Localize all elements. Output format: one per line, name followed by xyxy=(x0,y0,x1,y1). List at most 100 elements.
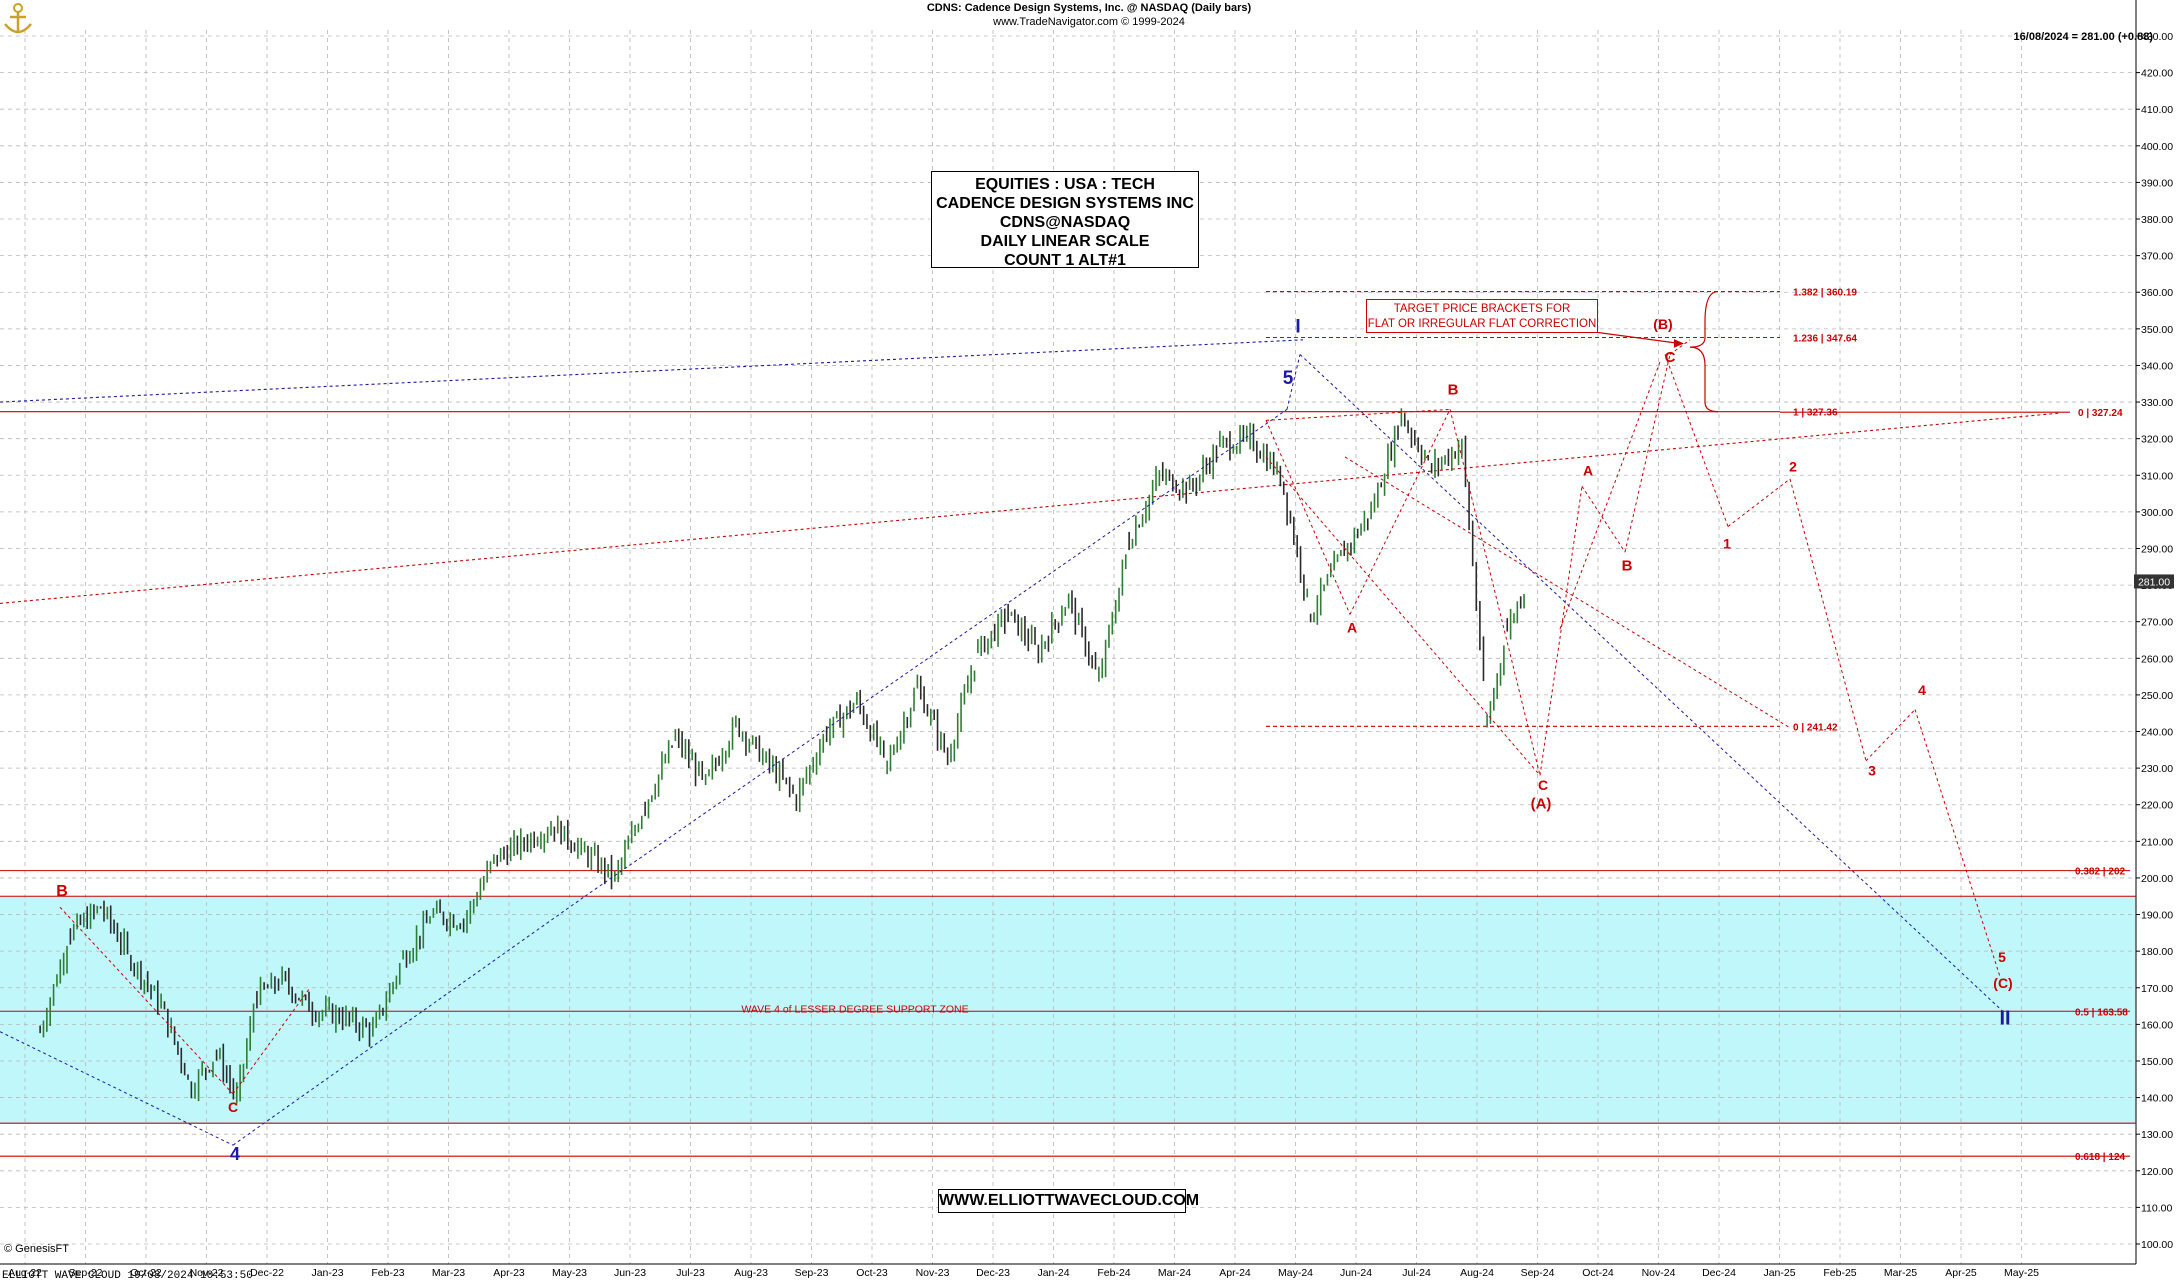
y-tick-label: 200.00 xyxy=(2141,873,2173,885)
x-tick-label: May-23 xyxy=(552,1267,587,1279)
info-box-line: COUNT 1 ALT#1 xyxy=(1004,252,1126,269)
y-tick-label: 360.00 xyxy=(2141,287,2173,299)
y-tick-label: 240.00 xyxy=(2141,727,2173,739)
x-tick-label: Sep-22 xyxy=(69,1267,103,1279)
wave-label: 1 xyxy=(1723,535,1731,551)
y-tick-label: 110.00 xyxy=(2141,1202,2172,1214)
chart-source: www.TradeNavigator.com © 1999-2024 xyxy=(993,16,1185,28)
x-tick-label: Dec-22 xyxy=(250,1267,284,1279)
projection-line xyxy=(59,906,234,1095)
y-tick-label: 180.00 xyxy=(2141,946,2173,958)
x-tick-label: Nov-23 xyxy=(916,1267,950,1279)
target-box-line: FLAT OR IRREGULAR FLAT CORRECTION xyxy=(1367,318,1597,330)
projection-line xyxy=(1914,709,2001,977)
last-price-tag xyxy=(2134,574,2174,589)
projection-line xyxy=(1664,354,1729,527)
y-tick-label: 300.00 xyxy=(2141,507,2173,519)
last-price-label: 16/08/2024 = 281.00 (+0.88) xyxy=(2013,31,2153,43)
y-tick-label: 260.00 xyxy=(2141,653,2173,665)
projection-line xyxy=(1349,409,1451,615)
wave-label: C xyxy=(1665,349,1676,366)
info-box-line: CDNS@NASDAQ xyxy=(999,214,1131,231)
x-tick-label: Apr-24 xyxy=(1219,1267,1251,1279)
y-tick-label: 160.00 xyxy=(2141,1019,2173,1031)
target-arrow xyxy=(1597,331,1681,345)
x-tick-label: Dec-23 xyxy=(976,1267,1010,1279)
projection-line xyxy=(1669,339,1691,355)
wave-label: I xyxy=(1295,317,1300,338)
wave-label: (B) xyxy=(1653,316,1672,332)
wave-label: A xyxy=(1583,462,1593,478)
wave-label: 5 xyxy=(1998,949,2006,965)
x-tick-label: Jul-24 xyxy=(1402,1267,1431,1279)
fib-level-label: 0.618 | 124 xyxy=(2075,1152,2126,1163)
fib-level-label: 0 | 327.24 xyxy=(2078,408,2123,419)
x-tick-label: Oct-22 xyxy=(130,1267,162,1279)
red-trend-line xyxy=(0,412,2061,604)
y-tick-label: 390.00 xyxy=(2141,177,2173,189)
x-tick-label: Mar-25 xyxy=(1884,1267,1917,1279)
y-tick-label: 290.00 xyxy=(2141,543,2173,555)
target-arrow-head xyxy=(1674,339,1684,348)
y-tick-label: 430.00 xyxy=(2141,31,2173,43)
wave-label: A xyxy=(1347,620,1357,636)
projection-line xyxy=(1727,478,1791,527)
wave-label: 2 xyxy=(1789,459,1797,475)
y-tick-label: 210.00 xyxy=(2141,836,2173,848)
projection-line xyxy=(1344,456,1791,729)
y-tick-label: 100.00 xyxy=(2141,1239,2173,1251)
y-tick-label: 220.00 xyxy=(2141,800,2173,812)
x-tick-label: Aug-24 xyxy=(1460,1267,1494,1279)
blue-trend-line xyxy=(0,339,1304,403)
x-tick-label: Jan-24 xyxy=(1037,1267,1069,1279)
y-tick-label: 350.00 xyxy=(2141,324,2173,336)
projection-line xyxy=(1449,409,1541,776)
y-tick-label: 270.00 xyxy=(2141,617,2173,629)
projection-line xyxy=(1265,408,1451,421)
y-tick-label: 190.00 xyxy=(2141,910,2173,922)
fib-level-label: 0.382 | 202 xyxy=(2075,867,2126,878)
y-tick-label: 130.00 xyxy=(2141,1129,2173,1141)
projection-line xyxy=(1539,486,1583,776)
chart-title: CDNS: Cadence Design Systems, Inc. @ NAS… xyxy=(0,2,2178,14)
projection-line xyxy=(232,987,311,1095)
chart-title-text: CDNS: Cadence Design Systems, Inc. @ NAS… xyxy=(926,2,1252,14)
x-tick-label: Mar-24 xyxy=(1158,1267,1191,1279)
website-label: WWW.ELLIOTTWAVECLOUD.COM xyxy=(938,1189,1199,1213)
info-box: EQUITIES : USA : TECH CADENCE DESIGN SYS… xyxy=(931,171,1199,269)
x-tick-label: May-24 xyxy=(1278,1267,1313,1279)
y-tick-label: 250.00 xyxy=(2141,690,2173,702)
blue-projection-line xyxy=(1299,354,2006,1014)
projection-line xyxy=(1865,709,1916,762)
info-box-line: DAILY LINEAR SCALE xyxy=(980,233,1150,250)
y-tick-label: 370.00 xyxy=(2141,251,2173,263)
x-tick-label: Dec-24 xyxy=(1702,1267,1736,1279)
y-tick-label: 400.00 xyxy=(2141,141,2173,153)
y-tick-label: 150.00 xyxy=(2141,1056,2173,1068)
projection-line xyxy=(1265,420,1351,615)
x-tick-label: Feb-24 xyxy=(1097,1267,1130,1279)
projection-line xyxy=(1789,478,1867,761)
support-zone xyxy=(0,896,2136,1124)
target-box-line: TARGET PRICE BRACKETS FOR xyxy=(1393,303,1571,315)
y-tick-label: 310.00 xyxy=(2141,470,2173,482)
zone-label: WAVE 4 of LESSER DEGREE SUPPORT ZONE xyxy=(741,1003,968,1015)
anchor-logo-icon xyxy=(4,3,32,34)
projection-line xyxy=(1265,456,1541,776)
wave-label: B xyxy=(56,883,68,900)
x-tick-label: Aug-23 xyxy=(734,1267,768,1279)
y-tick-label: 320.00 xyxy=(2141,434,2173,446)
x-tick-label: Nov-24 xyxy=(1642,1267,1676,1279)
x-tick-label: Jun-24 xyxy=(1340,1267,1372,1279)
wave-label: 5 xyxy=(1283,368,1294,389)
x-tick-label: Aug-22 xyxy=(8,1267,42,1279)
fib-level-label: 1 | 327.36 xyxy=(1793,408,1838,419)
x-tick-label: Apr-23 xyxy=(493,1267,525,1279)
x-tick-label: Jun-23 xyxy=(614,1267,646,1279)
footer-timestamp: ELLIOTT WAVE CLOUD 19/08/2024 10:53:50 xyxy=(2,1270,253,1282)
y-tick-label: 170.00 xyxy=(2141,983,2173,995)
wave-label: 4 xyxy=(1918,682,1926,698)
x-tick-label: Jul-23 xyxy=(676,1267,705,1279)
